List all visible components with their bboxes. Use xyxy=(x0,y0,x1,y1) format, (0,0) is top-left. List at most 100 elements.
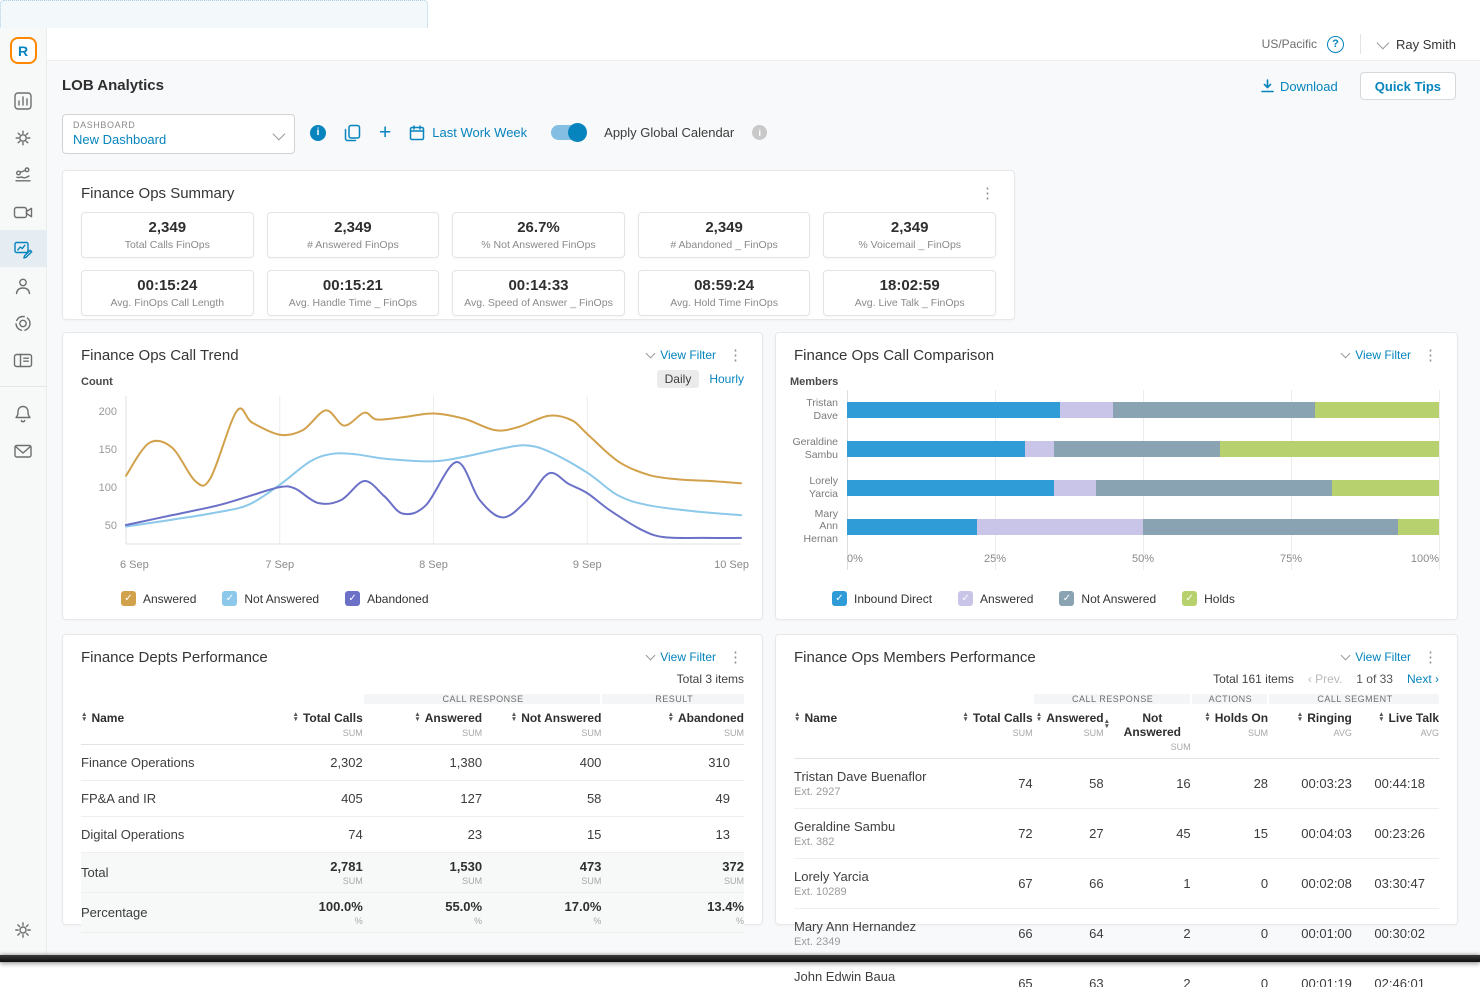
column-header-total-calls[interactable]: ▲ ▼ Total Calls SUM xyxy=(246,704,363,745)
bar-segment-holds[interactable] xyxy=(1219,440,1439,457)
bar-segment-answered[interactable] xyxy=(1060,401,1114,418)
legend-checkbox-icon[interactable]: ✓ xyxy=(222,591,238,606)
sidebar-item-bell-icon[interactable] xyxy=(0,395,47,432)
sidebar-item-deskphone-icon[interactable] xyxy=(0,341,47,378)
bar-segment-not-answered[interactable] xyxy=(1095,479,1333,496)
bar-segment-not-answered[interactable] xyxy=(1054,440,1220,457)
sidebar-item-gear-flower-icon[interactable] xyxy=(0,119,47,156)
legend-checkbox-icon[interactable]: ✓ xyxy=(1182,591,1198,606)
rings-icon xyxy=(15,315,31,331)
column-header-ringing[interactable]: ▲ ▼ Ringing AVG xyxy=(1268,704,1352,759)
table-row: Geraldine Sambu Ext. 382 72 27 45 15 00:04:03 0… xyxy=(794,808,1439,859)
view-filter-button[interactable]: View Filter xyxy=(1340,650,1411,664)
column-header-name[interactable]: ▲ ▼ Name xyxy=(794,704,959,759)
sort-icon: ▲ ▼ xyxy=(1035,711,1043,723)
download-button[interactable]: Download xyxy=(1261,79,1338,94)
help-icon[interactable]: ? xyxy=(1327,35,1345,53)
bar-segment-not-answered[interactable] xyxy=(1113,401,1315,418)
svg-text:9 Sep: 9 Sep xyxy=(573,559,602,571)
column-header-total-calls[interactable]: ▲ ▼ Total Calls SUM xyxy=(958,704,1033,759)
stat-label: Avg. Speed of Answer _ FinOps xyxy=(464,297,613,309)
sidebar-item-envelope-icon[interactable] xyxy=(0,432,47,469)
settings-gear-icon[interactable] xyxy=(12,919,34,946)
global-calendar-toggle[interactable] xyxy=(551,123,588,142)
value-cell: 58 xyxy=(482,780,602,817)
bar-segment-holds[interactable] xyxy=(1314,401,1439,418)
column-header-live-talk[interactable]: ▲ ▼ Live Talk AVG xyxy=(1351,704,1439,759)
stat-label: Avg. FinOps Call Length xyxy=(110,297,225,309)
view-filter-button[interactable]: View Filter xyxy=(645,650,716,664)
column-header-not-answered[interactable]: ▲ ▼ Not Answered SUM xyxy=(1103,704,1191,759)
bar-segment-inbound-direct[interactable] xyxy=(847,518,978,535)
value-cell: 127 xyxy=(362,780,483,817)
bar-segment-not-answered[interactable] xyxy=(1142,518,1398,535)
aggregate-value-cell: 473 SUM xyxy=(482,852,602,893)
hourly-tab[interactable]: Hourly xyxy=(709,372,744,386)
bar-segment-answered[interactable] xyxy=(1054,479,1096,496)
bar-segment-inbound-direct[interactable] xyxy=(847,440,1025,457)
kebab-menu-icon[interactable]: ⋮ xyxy=(1423,347,1439,364)
legend-item: ✓ Abandoned xyxy=(345,591,429,606)
view-filter-button[interactable]: View Filter xyxy=(645,348,716,362)
aggregation-label: SUM xyxy=(342,728,363,738)
bar-segment-holds[interactable] xyxy=(1332,479,1439,496)
dashboard-select[interactable]: DASHBOARD New Dashboard xyxy=(62,114,295,154)
column-header-name[interactable]: ▲ ▼ Name xyxy=(81,704,247,745)
value-cell: 45 xyxy=(1103,808,1191,859)
legend-checkbox-icon[interactable]: ✓ xyxy=(345,591,361,606)
view-filter-button[interactable]: View Filter xyxy=(1340,348,1411,362)
chevron-down-icon[interactable] xyxy=(1376,36,1390,49)
value-cell: 28 xyxy=(1190,758,1269,809)
sidebar-item-person-icon[interactable] xyxy=(0,267,47,304)
value-cell: 15 xyxy=(1190,808,1269,859)
legend-checkbox-icon[interactable]: ✓ xyxy=(121,591,136,606)
sidebar-item-rings-icon[interactable] xyxy=(0,304,47,341)
kebab-menu-icon[interactable]: ⋮ xyxy=(980,185,996,202)
pagination-next[interactable]: Next › xyxy=(1406,672,1439,686)
legend-checkbox-icon[interactable]: ✓ xyxy=(832,591,847,606)
value-cell: 63 xyxy=(1032,958,1104,987)
stat-label: Avg. Live Talk _ FinOps xyxy=(854,297,965,309)
legend-label: Not Answered xyxy=(1081,591,1157,606)
duplicate-icon[interactable] xyxy=(344,124,361,142)
sidebar-item-video-camera-icon[interactable] xyxy=(0,193,47,230)
bar-segment-inbound-direct[interactable] xyxy=(847,479,1055,496)
sidebar-item-dashboard-analytics-icon[interactable] xyxy=(0,230,47,267)
table-aggregate-row: Percentage 100.0%% 55.0%% 17.0%% 13.4%% xyxy=(81,892,744,933)
sidebar-item-bar-chart-icon[interactable] xyxy=(0,82,47,119)
global-calendar-info-icon[interactable]: i xyxy=(752,125,768,140)
date-range-picker[interactable]: Last Work Week xyxy=(409,124,527,141)
column-header-holds-on[interactable]: ▲ ▼ Holds On SUM xyxy=(1190,704,1269,759)
bar-segment-inbound-direct[interactable] xyxy=(847,401,1061,418)
name-cell: John Edwin BauaExt. 404 xyxy=(794,958,959,987)
column-group-label: RESULT xyxy=(600,694,744,704)
bar-segment-answered[interactable] xyxy=(1024,440,1055,457)
chevron-down-icon xyxy=(1340,348,1351,359)
legend-checkbox-icon[interactable]: ✓ xyxy=(1059,591,1075,606)
dashboard-info-icon[interactable]: i xyxy=(310,124,326,141)
add-dashboard-icon[interactable]: + xyxy=(379,121,392,144)
kebab-menu-icon[interactable]: ⋮ xyxy=(728,649,744,666)
quick-tips-button[interactable]: Quick Tips xyxy=(1359,72,1456,100)
kebab-menu-icon[interactable]: ⋮ xyxy=(1423,649,1439,666)
kebab-menu-icon[interactable]: ⋮ xyxy=(728,347,744,364)
line-series-abandoned xyxy=(125,461,742,540)
bar-segment-answered[interactable] xyxy=(977,518,1143,535)
bar-segment-holds[interactable] xyxy=(1397,518,1439,535)
user-menu[interactable]: Ray Smith xyxy=(1396,36,1456,52)
ringcentral-logo-icon[interactable]: R xyxy=(9,37,37,64)
sort-icon: ▲ ▼ xyxy=(510,711,518,723)
value-cell: 65 xyxy=(958,958,1033,987)
header-actions: Download Quick Tips xyxy=(1261,72,1456,100)
column-header-not-answered[interactable]: ▲ ▼ Not Answered SUM xyxy=(482,704,602,745)
column-header-answered[interactable]: ▲ ▼ Answered SUM xyxy=(362,704,483,745)
table-row: Lorely Yarcia Ext. 10289 67 66 1 0 00:02:08 03:… xyxy=(794,858,1439,909)
column-header-answered[interactable]: ▲ ▼ Answered SUM xyxy=(1032,704,1104,759)
stat-value: 2,349 xyxy=(148,219,187,236)
pagination-prev[interactable]: ‹ Prev. xyxy=(1307,672,1343,686)
comparison-rows xyxy=(847,390,1439,546)
sidebar-item-journey-icon[interactable] xyxy=(0,156,47,193)
legend-checkbox-icon[interactable]: ✓ xyxy=(958,591,974,606)
column-header-abandoned[interactable]: ▲ ▼ Abandoned SUM xyxy=(601,704,744,745)
daily-tab[interactable]: Daily xyxy=(656,370,700,388)
